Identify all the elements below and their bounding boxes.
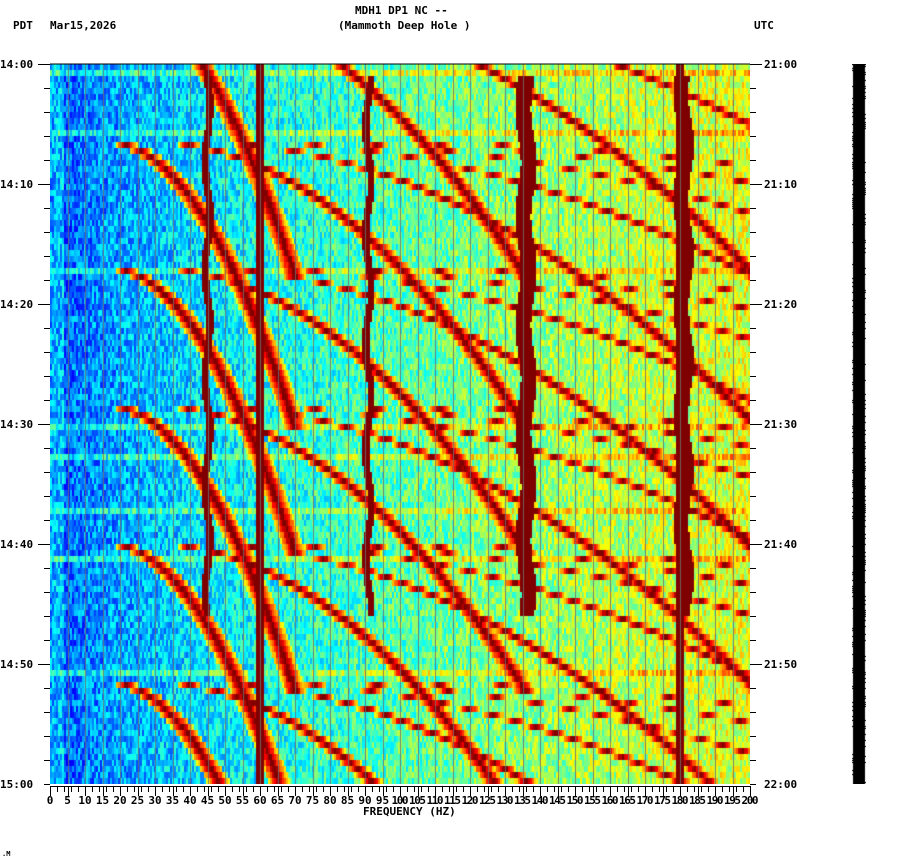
svg-text:175: 175 xyxy=(654,794,671,807)
svg-text:21:10: 21:10 xyxy=(764,178,797,191)
svg-text:40: 40 xyxy=(183,794,196,807)
station-title: MDH1 DP1 NC -- xyxy=(355,4,448,17)
svg-text:21:30: 21:30 xyxy=(764,418,797,431)
svg-text:15:00: 15:00 xyxy=(0,778,33,791)
svg-text:14:30: 14:30 xyxy=(0,418,33,431)
svg-text:170: 170 xyxy=(637,794,654,807)
svg-text:25: 25 xyxy=(131,794,144,807)
svg-text:70: 70 xyxy=(288,794,301,807)
spectrogram-plot xyxy=(50,64,750,784)
svg-text:185: 185 xyxy=(689,794,706,807)
svg-text:21:50: 21:50 xyxy=(764,658,797,671)
svg-text:190: 190 xyxy=(707,794,724,807)
date-label: Mar15,2026 xyxy=(50,19,117,32)
svg-text:30: 30 xyxy=(148,794,161,807)
svg-text:165: 165 xyxy=(619,794,636,807)
svg-text:195: 195 xyxy=(724,794,741,807)
x-axis-label: FREQUENCY (HZ) xyxy=(363,805,456,818)
svg-text:55: 55 xyxy=(236,794,249,807)
svg-text:65: 65 xyxy=(271,794,284,807)
svg-text:85: 85 xyxy=(341,794,354,807)
seismogram-trace-bar xyxy=(852,64,866,784)
svg-text:20: 20 xyxy=(113,794,126,807)
svg-text:160: 160 xyxy=(602,794,619,807)
site-title: (Mammoth Deep Hole ) xyxy=(338,19,471,32)
svg-text:125: 125 xyxy=(479,794,496,807)
svg-text:14:00: 14:00 xyxy=(0,58,33,71)
svg-text:22:00: 22:00 xyxy=(764,778,797,791)
right-timezone: UTC xyxy=(754,19,774,32)
svg-text:21:20: 21:20 xyxy=(764,298,797,311)
svg-text:75: 75 xyxy=(306,794,319,807)
svg-text:21:00: 21:00 xyxy=(764,58,797,71)
svg-text:140: 140 xyxy=(532,794,549,807)
svg-text:45: 45 xyxy=(201,794,214,807)
svg-text:80: 80 xyxy=(323,794,336,807)
svg-text:60: 60 xyxy=(253,794,266,807)
svg-text:120: 120 xyxy=(462,794,479,807)
svg-text:14:40: 14:40 xyxy=(0,538,33,551)
svg-text:200: 200 xyxy=(742,794,759,807)
svg-text:15: 15 xyxy=(96,794,109,807)
svg-text:135: 135 xyxy=(514,794,531,807)
left-timezone: PDT xyxy=(13,19,33,32)
svg-text:130: 130 xyxy=(497,794,514,807)
svg-text:10: 10 xyxy=(78,794,91,807)
svg-text:145: 145 xyxy=(549,794,566,807)
svg-text:50: 50 xyxy=(218,794,231,807)
svg-text:14:20: 14:20 xyxy=(0,298,33,311)
svg-text:14:10: 14:10 xyxy=(0,178,33,191)
svg-text:5: 5 xyxy=(64,794,71,807)
svg-text:14:50: 14:50 xyxy=(0,658,33,671)
footer-mark: .M xyxy=(2,850,11,858)
svg-text:155: 155 xyxy=(584,794,601,807)
svg-text:35: 35 xyxy=(166,794,179,807)
svg-text:150: 150 xyxy=(567,794,584,807)
svg-text:0: 0 xyxy=(47,794,54,807)
svg-text:180: 180 xyxy=(672,794,689,807)
svg-text:21:40: 21:40 xyxy=(764,538,797,551)
